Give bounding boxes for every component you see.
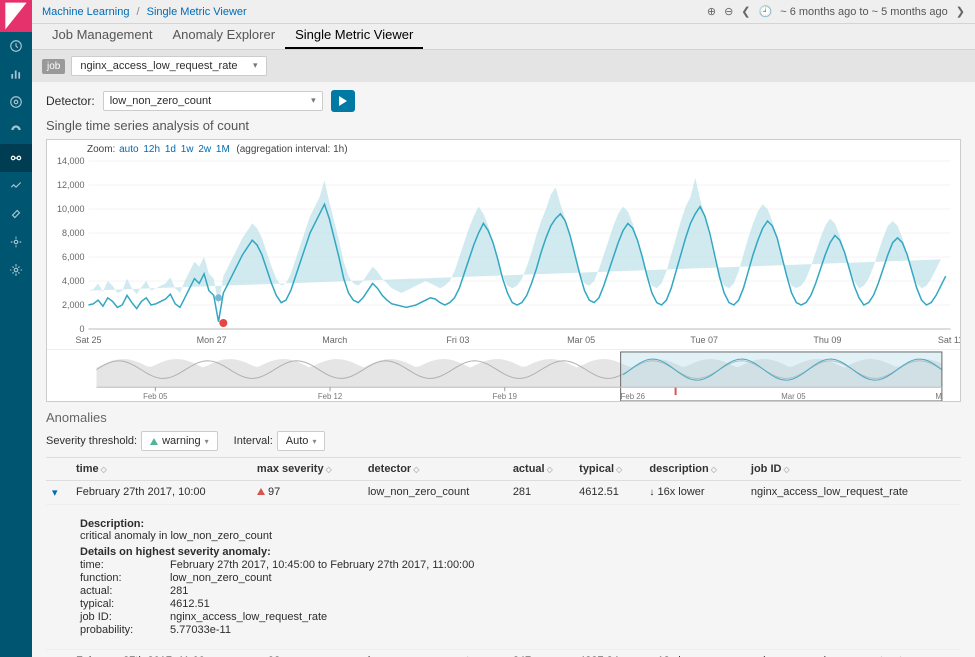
severity-select[interactable]: warning ▾ [141,431,218,451]
tab-anomaly-explorer[interactable]: Anomaly Explorer [162,23,285,49]
zoom-row: Zoom: auto 12h 1d 1w 2w 1M (aggregation … [47,144,960,157]
zoom-in-icon[interactable]: ⊕ [707,5,716,18]
anomalies-table: time◇ max severity◇ detector◇ actual◇ ty… [46,457,961,657]
svg-text:Mon 27: Mon 27 [197,335,227,345]
nav-dashboard-icon[interactable] [0,88,32,116]
tab-job-management[interactable]: Job Management [42,23,162,49]
table-row[interactable]: ▾ February 27th 2017, 10:00 97 low_non_z… [46,481,961,505]
svg-text:Sat 11: Sat 11 [938,335,960,345]
clock-icon[interactable]: 🕘 [759,5,773,18]
zoom-out-icon[interactable]: ⊖ [724,5,733,18]
topbar: Machine Learning / Single Metric Viewer … [32,0,975,24]
tabs: Job Management Anomaly Explorer Single M… [32,24,975,50]
sidebar [0,0,32,657]
svg-text:12,000: 12,000 [57,180,85,190]
severity-icon [257,488,265,495]
col-description[interactable]: description◇ [643,458,744,481]
job-label: job [42,59,65,74]
svg-text:Mar 05: Mar 05 [781,392,806,401]
tab-single-metric[interactable]: Single Metric Viewer [285,23,423,49]
zoom-12h[interactable]: 12h [143,144,160,155]
warning-icon [150,438,158,445]
job-select[interactable]: nginx_access_low_request_rate [71,56,266,76]
nav-monitoring-icon[interactable] [0,228,32,256]
zoom-1d[interactable]: 1d [165,144,176,155]
nav-management-icon[interactable] [0,256,32,284]
col-time[interactable]: time◇ [70,458,251,481]
svg-text:10,000: 10,000 [57,204,85,214]
svg-text:Feb 26: Feb 26 [621,392,646,401]
nav-visualize-icon[interactable] [0,60,32,88]
breadcrumb: Machine Learning / Single Metric Viewer [42,6,247,18]
detector-label: Detector: [46,94,95,108]
play-button[interactable] [331,90,355,112]
chart-subtitle: Single time series analysis of count [46,118,961,133]
row-expander[interactable]: ▾ [52,486,64,499]
detector-select[interactable]: low_non_zero_count [103,91,323,111]
svg-text:0: 0 [79,324,84,334]
nav-graph-icon[interactable] [0,172,32,200]
nav-timelion-icon[interactable] [0,116,32,144]
svg-text:Mar 05: Mar 05 [567,335,595,345]
col-actual[interactable]: actual◇ [507,458,573,481]
svg-text:Sat 25: Sat 25 [75,335,101,345]
svg-text:Tue 07: Tue 07 [690,335,718,345]
svg-text:6,000: 6,000 [62,252,85,262]
interval-label: Interval: [234,435,273,447]
anomalies-title: Anomalies [46,410,961,425]
chart-container: Zoom: auto 12h 1d 1w 2w 1M (aggregation … [46,139,961,402]
time-prev-icon[interactable]: ❮ [741,5,750,18]
svg-text:Feb 12: Feb 12 [318,392,342,401]
main-chart[interactable]: 0 2,000 4,000 6,000 8,000 10,000 12,000 14,000 S… [47,157,960,347]
svg-text:Feb 19: Feb 19 [493,392,517,401]
col-severity[interactable]: max severity◇ [251,458,362,481]
jobbar: job nginx_access_low_request_rate [32,50,975,82]
kibana-logo[interactable] [0,0,32,32]
zoom-2w[interactable]: 2w [198,144,211,155]
breadcrumb-leaf[interactable]: Single Metric Viewer [147,6,247,18]
breadcrumb-root[interactable]: Machine Learning [42,6,129,18]
table-row-detail: Description: critical anomaly in low_non… [46,505,961,650]
svg-text:8,000: 8,000 [62,228,85,238]
svg-text:M: M [935,392,942,401]
svg-text:Thu 09: Thu 09 [813,335,841,345]
table-row[interactable]: ▸ February 27th 2017, 11:00 93 low_non_z… [46,650,961,657]
nav-devtools-icon[interactable] [0,200,32,228]
zoom-1w[interactable]: 1w [181,144,194,155]
timepicker-text[interactable]: ~ 6 months ago to ~ 5 months ago [780,6,948,18]
col-typical[interactable]: typical◇ [573,458,643,481]
nav-ml-icon[interactable] [0,144,32,172]
severity-label: Severity threshold: [46,435,137,447]
context-chart[interactable]: Feb 05 Feb 12 Feb 19 Feb 26 Mar 05 M [47,349,960,401]
svg-text:Feb 05: Feb 05 [143,392,168,401]
svg-text:Fri 03: Fri 03 [446,335,469,345]
svg-text:14,000: 14,000 [57,157,85,166]
zoom-auto[interactable]: auto [119,144,138,155]
nav-discover-icon[interactable] [0,32,32,60]
time-next-icon[interactable]: ❯ [956,5,965,18]
svg-text:4,000: 4,000 [62,276,85,286]
svg-text:March: March [322,335,347,345]
zoom-1M[interactable]: 1M [216,144,230,155]
col-jobid[interactable]: job ID◇ [745,458,961,481]
col-detector[interactable]: detector◇ [362,458,507,481]
interval-select[interactable]: Auto ▾ [277,431,326,451]
svg-text:2,000: 2,000 [62,300,85,310]
